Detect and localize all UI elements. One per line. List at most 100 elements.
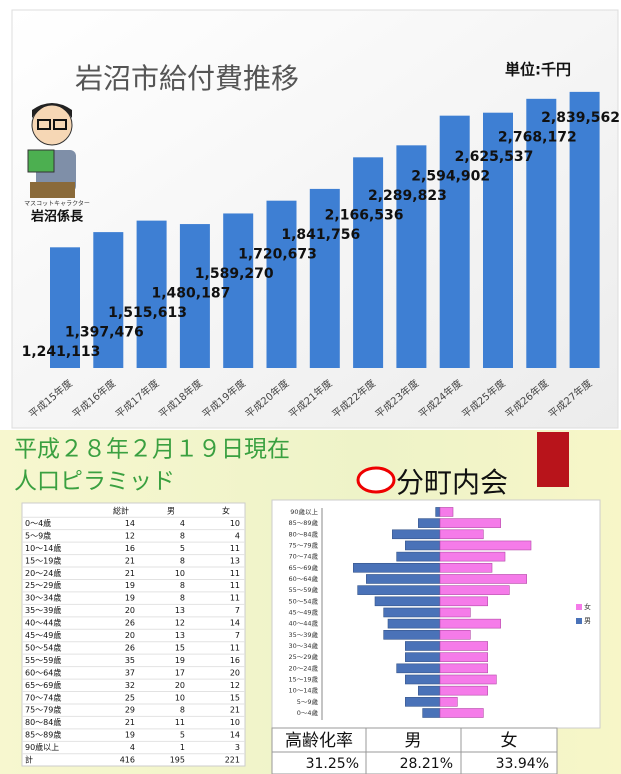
table-cell: 35～39歳 xyxy=(25,605,61,615)
table-cell: 8 xyxy=(180,594,185,603)
table-cell: 11 xyxy=(230,643,240,652)
table-cell: 12 xyxy=(230,681,240,690)
table-cell: 4 xyxy=(235,531,240,540)
table-cell: 8 xyxy=(180,556,185,565)
bar xyxy=(405,641,440,650)
bar xyxy=(384,630,440,639)
red-block xyxy=(537,432,569,487)
table-cell: 10 xyxy=(175,693,185,702)
table-cell: 13 xyxy=(175,631,185,640)
bar xyxy=(397,552,440,561)
y-tick-label: 80～84歳 xyxy=(288,529,318,538)
bar xyxy=(440,630,470,639)
table-cell: 21 xyxy=(230,706,240,715)
table-cell: 20～24歳 xyxy=(25,568,61,578)
rates-header: 男 xyxy=(405,731,422,751)
table-header: 男 xyxy=(167,507,175,516)
table-cell: 13 xyxy=(175,606,185,615)
date: 平成２８年２月１９日現在 xyxy=(14,437,290,463)
data-label: 2,166,536 xyxy=(325,208,404,224)
legend-label: 男 xyxy=(584,617,591,625)
table-cell: 20 xyxy=(125,606,135,615)
table-cell: 29 xyxy=(125,706,135,715)
table-cell: 5 xyxy=(180,731,185,740)
table-cell: 40～44歳 xyxy=(25,618,61,628)
association: 分町内会 xyxy=(396,466,508,499)
table-cell: 70～74歳 xyxy=(25,692,61,702)
table-cell: 11 xyxy=(230,581,240,590)
table-cell: 12 xyxy=(175,619,185,628)
table-cell: 21 xyxy=(125,569,135,578)
legend-swatch xyxy=(576,604,582,610)
rates-header: 女 xyxy=(501,731,518,751)
table-cell: 50～54歳 xyxy=(25,642,61,652)
data-label: 1,241,113 xyxy=(22,344,101,360)
bar xyxy=(440,608,470,617)
table-cell: 12 xyxy=(125,531,135,540)
bar xyxy=(375,597,440,606)
rates-header: 高齢化率 xyxy=(285,731,353,751)
table-cell: 8 xyxy=(180,531,185,540)
table-cell: 221 xyxy=(225,756,240,765)
data-label: 2,625,537 xyxy=(455,149,534,165)
data-label: 1,397,476 xyxy=(65,325,144,341)
bar xyxy=(440,641,488,650)
unit: 単位:千円 xyxy=(505,61,571,79)
table-cell: 90歳以上 xyxy=(25,742,59,752)
data-label: 1,841,756 xyxy=(281,227,360,243)
table-cell: 14 xyxy=(230,731,240,740)
table-cell: 19 xyxy=(125,731,135,740)
bar xyxy=(440,686,488,695)
table-cell: 5～9歳 xyxy=(25,530,51,540)
table-cell: 11 xyxy=(230,569,240,578)
table-cell: 11 xyxy=(230,544,240,553)
y-tick-label: 0～4歳 xyxy=(297,708,319,717)
legend-swatch xyxy=(576,618,582,624)
bar xyxy=(440,507,453,516)
table-cell: 3 xyxy=(235,743,240,752)
y-tick-label: 35～39歳 xyxy=(288,630,318,639)
table-cell: 15 xyxy=(230,693,240,702)
mascot-caption: マスコットキャラクター xyxy=(24,200,90,208)
data-label: 1,720,673 xyxy=(238,247,317,263)
data-label: 2,768,172 xyxy=(498,130,577,146)
table-cell: 20 xyxy=(175,681,185,690)
table-cell: 14 xyxy=(125,519,135,528)
table-cell: 7 xyxy=(235,606,240,615)
bar xyxy=(423,709,440,718)
rates-value: 33.94% xyxy=(496,756,549,772)
table-cell: 4 xyxy=(130,743,135,752)
table-cell: 25 xyxy=(125,693,135,702)
table-cell: 1 xyxy=(180,743,185,752)
table-cell: 15 xyxy=(175,643,185,652)
bar xyxy=(440,541,531,550)
chart-title: 岩沼市給付費推移 xyxy=(75,62,299,95)
y-tick-label: 70～74歳 xyxy=(288,552,318,561)
mascot-name: 岩沼係長 xyxy=(30,209,84,225)
table-cell: 416 xyxy=(120,756,135,765)
table-cell: 35 xyxy=(125,656,135,665)
mascot xyxy=(28,103,76,198)
table-cell: 19 xyxy=(125,581,135,590)
table-cell: 55～59歳 xyxy=(25,655,61,665)
bar xyxy=(388,619,440,628)
table-cell: 85～89歳 xyxy=(25,730,61,740)
bar xyxy=(440,530,483,539)
table-cell: 8 xyxy=(180,706,185,715)
legend-label: 女 xyxy=(584,602,591,611)
data-label: 1,515,613 xyxy=(108,305,187,321)
table-cell: 19 xyxy=(175,656,185,665)
data-label: 2,594,902 xyxy=(411,169,490,185)
y-tick-label: 25～29歳 xyxy=(288,652,318,661)
redaction xyxy=(358,468,394,492)
table-cell: 25～29歳 xyxy=(25,580,61,590)
table-header: 総計 xyxy=(113,506,129,516)
y-tick-label: 75～79歳 xyxy=(288,540,318,549)
bar xyxy=(405,697,440,706)
data-label: 2,839,562 xyxy=(541,110,620,126)
bar xyxy=(440,574,527,583)
bar xyxy=(358,586,440,595)
bar xyxy=(392,530,440,539)
table-cell: 10 xyxy=(230,519,240,528)
section-title: 人口ピラミッド xyxy=(14,469,175,495)
